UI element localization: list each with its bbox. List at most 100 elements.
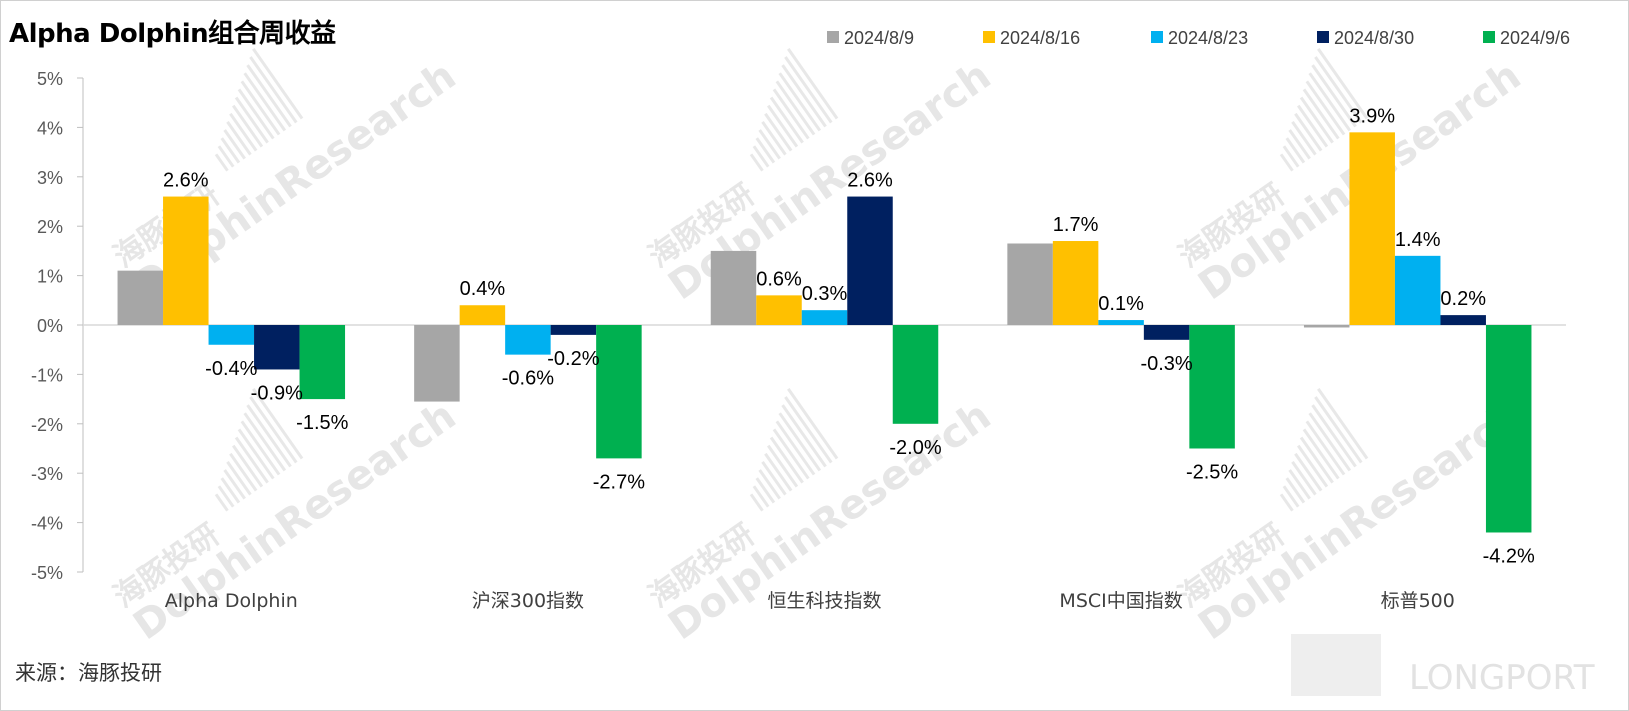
watermark-logo-stripe bbox=[1282, 485, 1300, 508]
watermark-logo-stripe bbox=[1299, 96, 1334, 144]
watermark-logo-stripe bbox=[775, 420, 816, 476]
watermark-logo-stripe bbox=[1308, 412, 1352, 472]
legend-label: 2024/8/16 bbox=[1000, 28, 1080, 48]
bar bbox=[299, 325, 346, 400]
watermark-logo-stripe bbox=[1294, 112, 1323, 152]
bar bbox=[1052, 241, 1099, 325]
watermark-logo-stripe bbox=[1311, 64, 1357, 128]
bar bbox=[550, 325, 597, 335]
bar bbox=[459, 305, 506, 325]
x-tick-label: 标普500 bbox=[1381, 590, 1455, 612]
watermark-logo-stripe bbox=[240, 420, 281, 476]
watermark-logo-stripe bbox=[784, 56, 833, 124]
data-label: 2.6% bbox=[847, 170, 893, 192]
watermark-logo-stripe bbox=[778, 412, 822, 472]
watermark-logo-stripe bbox=[237, 428, 275, 480]
data-label: -0.2% bbox=[547, 348, 599, 370]
watermark-logo-stripe bbox=[766, 104, 799, 148]
data-label: -1.5% bbox=[296, 412, 348, 434]
watermark-logo-stripe bbox=[755, 477, 776, 504]
watermark-logo-stripe bbox=[1317, 48, 1369, 120]
bar bbox=[505, 325, 551, 355]
bar bbox=[1098, 320, 1144, 325]
bar bbox=[1143, 325, 1190, 340]
data-labels: 2.6% 0.4% 0.6% 1.7% 3.9% -0.4% -0.6% 0.3% 0.1% 1.… bbox=[163, 105, 1535, 567]
bar bbox=[414, 325, 460, 402]
bar bbox=[1007, 243, 1053, 325]
watermark-logo-stripe bbox=[778, 72, 822, 132]
data-label: 1.7% bbox=[1053, 214, 1099, 236]
watermark-logo-stripe bbox=[1288, 129, 1311, 160]
watermark-logo-stripe bbox=[781, 64, 827, 128]
legend-label: 2024/8/30 bbox=[1334, 28, 1414, 48]
watermark-logo-stripe bbox=[775, 80, 816, 136]
data-label: -0.9% bbox=[251, 382, 303, 404]
bar bbox=[1189, 325, 1235, 449]
bar bbox=[847, 196, 893, 325]
watermark-logo-stripe bbox=[217, 485, 235, 508]
watermark-logo-stripe bbox=[781, 404, 827, 468]
data-label: -0.3% bbox=[1140, 353, 1192, 375]
watermark-logo-stripe bbox=[761, 121, 787, 156]
data-label: -2.5% bbox=[1186, 462, 1238, 484]
data-label: 0.1% bbox=[1098, 293, 1144, 315]
bar bbox=[1440, 315, 1486, 325]
bar bbox=[1485, 325, 1532, 533]
watermark-logo-stripe bbox=[237, 88, 275, 140]
axes: 5% 4% 3% 2% 1% 0% -1% -2% -3% -4% -5% Alpha Dolphin… bbox=[31, 69, 1566, 612]
y-tick-label: 1% bbox=[37, 267, 63, 287]
legend-label: 2024/9/6 bbox=[1500, 28, 1570, 48]
chart-title: Alpha Dolphin组合周收益 bbox=[9, 19, 336, 49]
watermark-logo-stripe bbox=[1285, 137, 1306, 164]
y-tick-label: 5% bbox=[37, 69, 63, 89]
watermark-logo-stripe bbox=[234, 96, 269, 144]
bar bbox=[208, 325, 255, 345]
watermark-logo-stripe bbox=[246, 404, 292, 468]
x-tick-label: 恒生科技指数 bbox=[767, 590, 881, 612]
legend-label: 2024/8/9 bbox=[844, 28, 914, 48]
watermark-logo-stripe bbox=[1305, 80, 1346, 136]
bar bbox=[756, 295, 802, 325]
y-tick-label: -1% bbox=[31, 365, 63, 385]
legend-swatch bbox=[1151, 31, 1163, 43]
watermark-logo-stripe bbox=[231, 104, 264, 148]
y-tick-label: -4% bbox=[31, 514, 63, 534]
watermark-logo-stripe bbox=[231, 444, 264, 488]
legend-swatch bbox=[827, 31, 839, 43]
watermark-logo-stripe bbox=[1282, 145, 1300, 168]
legend-swatch bbox=[1317, 31, 1329, 43]
bar bbox=[710, 250, 757, 325]
legend-item: 2024/9/6 bbox=[1483, 28, 1570, 48]
watermark-logo-stripe bbox=[217, 145, 235, 168]
watermark-logo-stripe bbox=[1291, 461, 1317, 496]
data-label: -2.7% bbox=[593, 471, 645, 493]
x-tick-label: Alpha Dolphin bbox=[165, 590, 298, 612]
bar bbox=[254, 325, 300, 370]
watermark-logo-stripe bbox=[1296, 104, 1329, 148]
y-tick-label: 0% bbox=[37, 316, 63, 336]
longport-logo: LONGPORT bbox=[1291, 634, 1595, 698]
watermark-logo-stripe bbox=[1314, 56, 1363, 124]
y-tick-label: -5% bbox=[31, 563, 63, 583]
watermark-logo-stripe bbox=[1305, 420, 1346, 476]
watermark-logo-stripe bbox=[749, 153, 764, 172]
watermark-logo-stripe bbox=[1311, 404, 1357, 468]
watermark-logo-stripe bbox=[1291, 121, 1317, 156]
legend-item: 2024/8/23 bbox=[1151, 28, 1248, 48]
watermark-logo-stripe bbox=[1302, 88, 1340, 140]
watermark-logo-stripe bbox=[1308, 72, 1352, 132]
data-label: -0.4% bbox=[205, 358, 257, 380]
watermark-logo-stripe bbox=[1279, 493, 1294, 512]
data-label: -4.2% bbox=[1483, 545, 1535, 567]
watermark-logo-stripe bbox=[787, 388, 839, 460]
watermark-logo-stripe bbox=[1299, 436, 1334, 484]
watermark-logo-stripe bbox=[749, 493, 764, 512]
watermark-logo-stripe bbox=[243, 72, 287, 132]
watermark-logo-stripe bbox=[1279, 153, 1294, 172]
watermark-brand-en: DolphinResearch bbox=[1190, 393, 1529, 649]
watermark-logo-stripe bbox=[214, 153, 229, 172]
watermark-logo-stripe bbox=[787, 48, 839, 120]
y-tick-label: 2% bbox=[37, 217, 63, 237]
watermark-logo-stripe bbox=[226, 461, 252, 496]
